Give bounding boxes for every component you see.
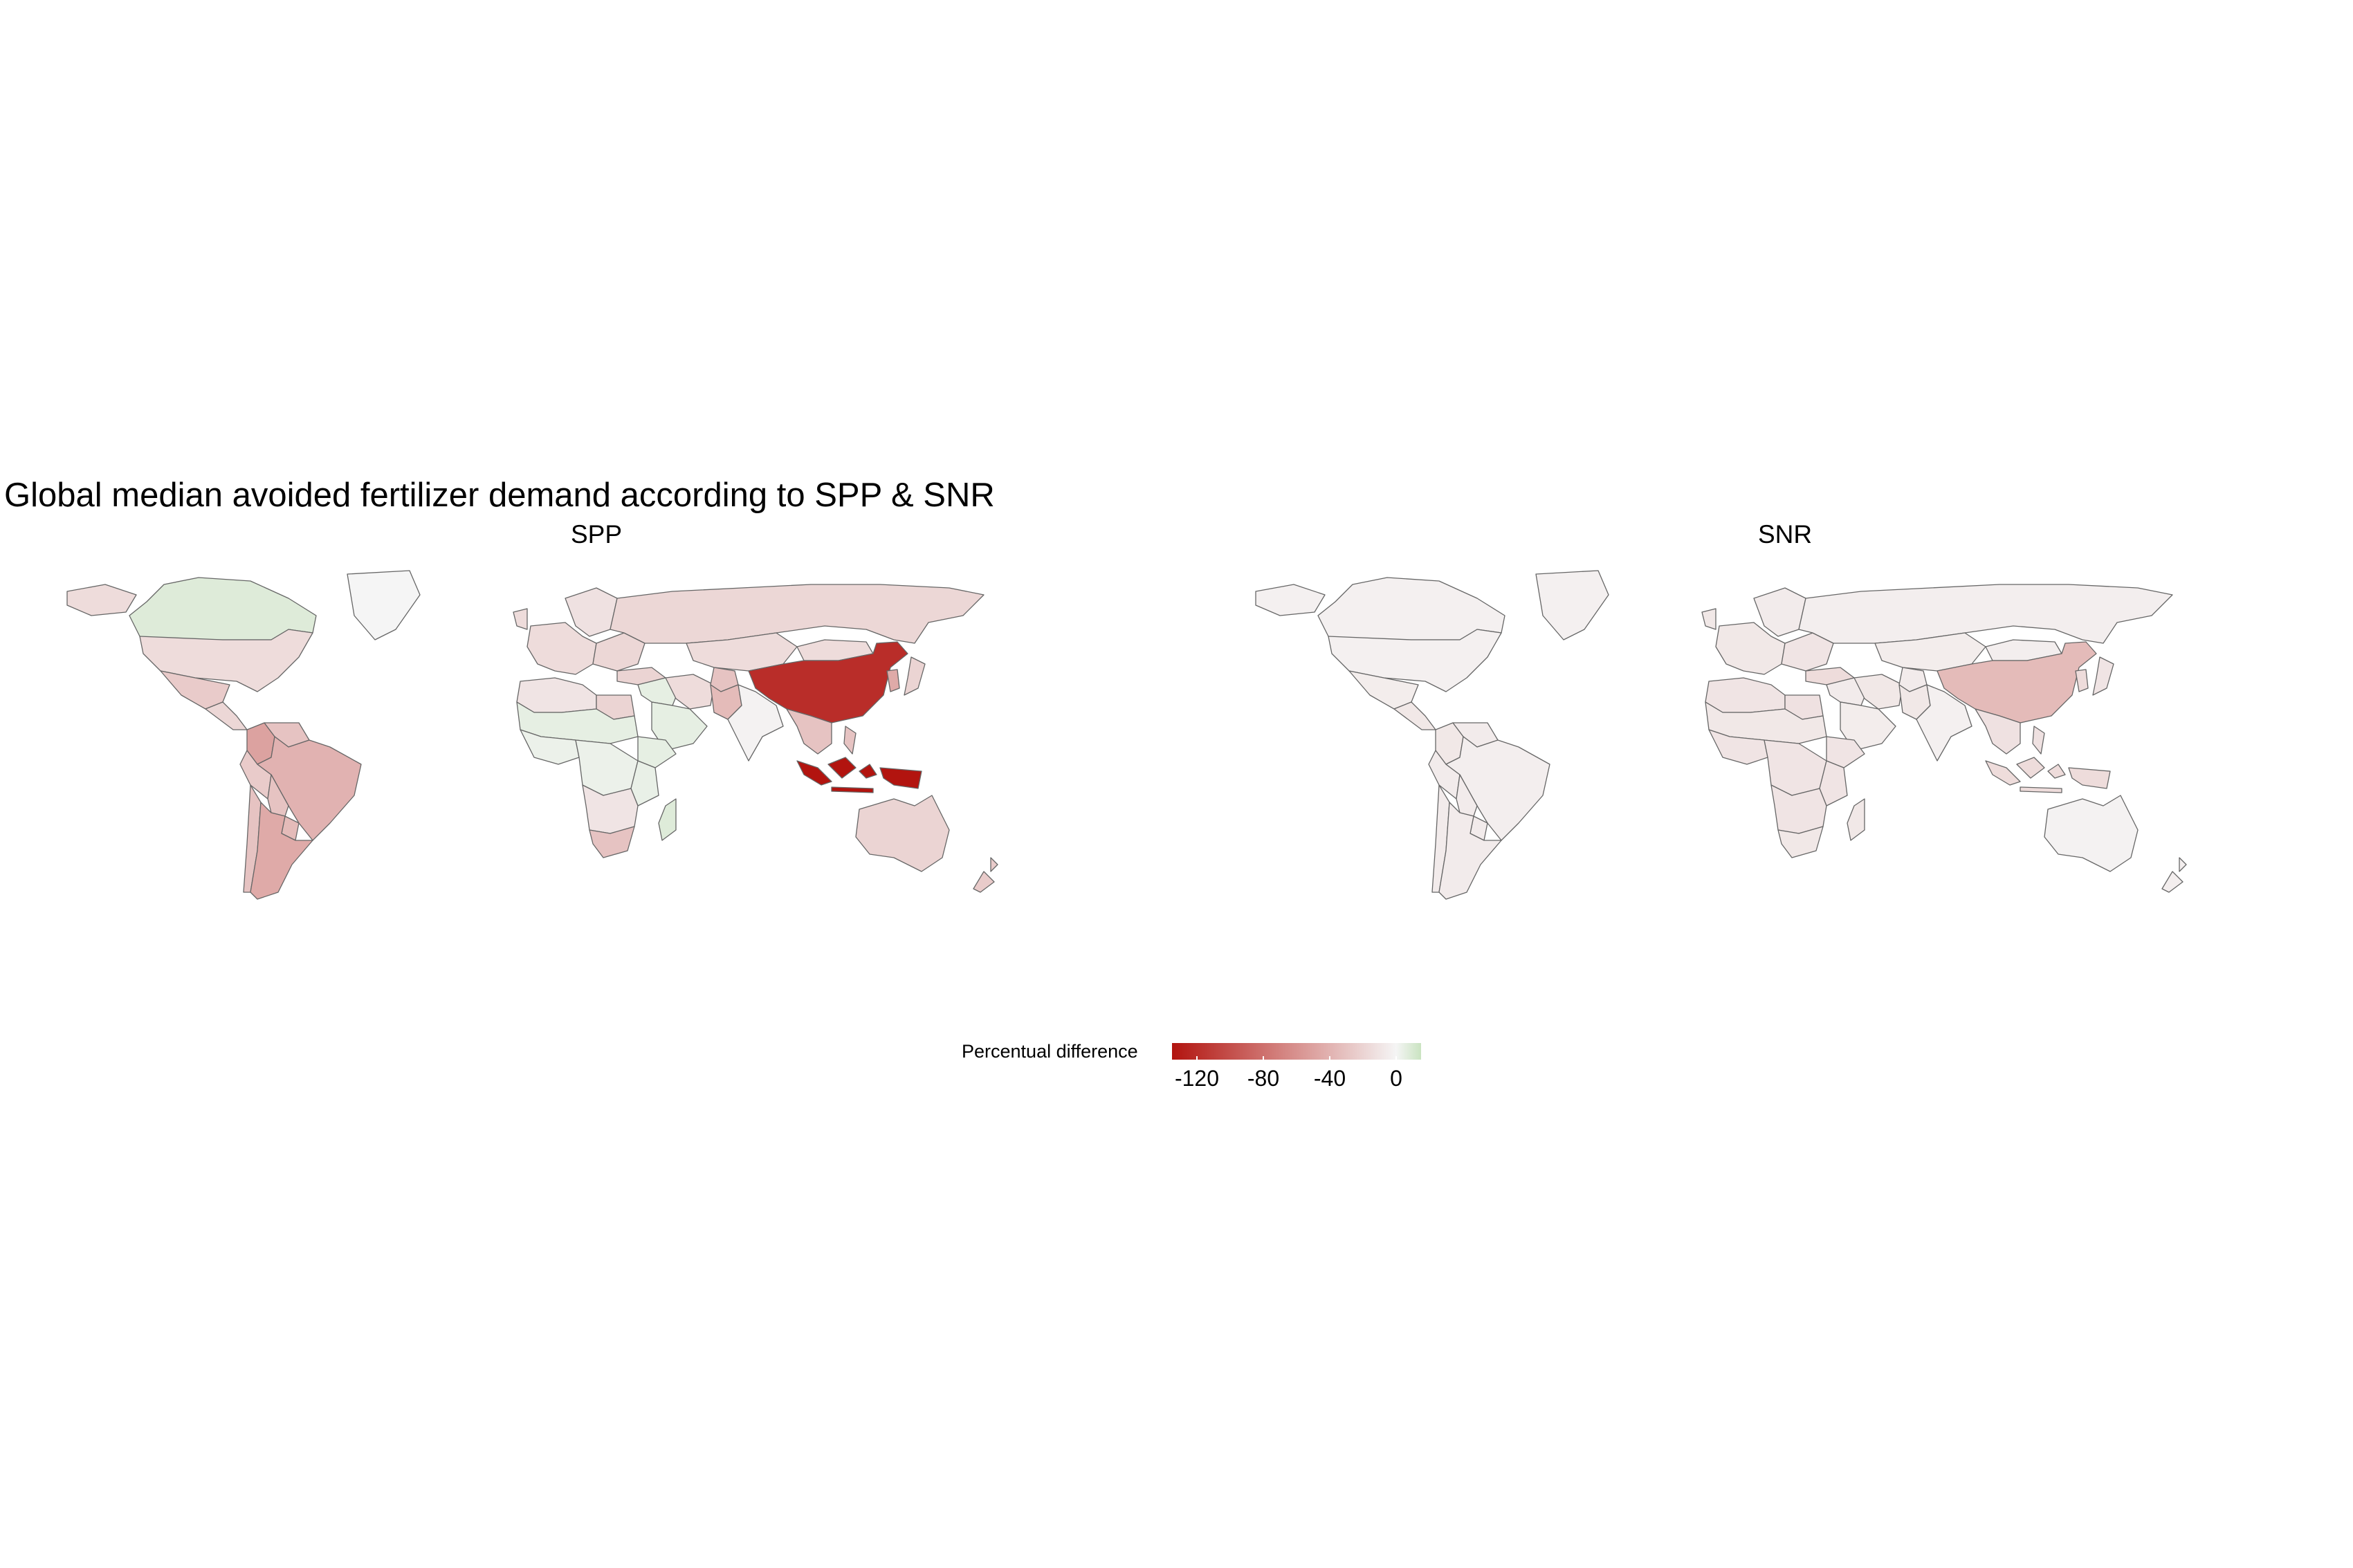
- region-ethiopia: [637, 736, 677, 768]
- region-argentina: [1438, 802, 1502, 900]
- region-japan: [904, 656, 926, 696]
- map-spp: [66, 570, 998, 900]
- legend-tick-mark: [1263, 1056, 1264, 1060]
- region-north-africa-west: [516, 677, 597, 713]
- region-australia: [2044, 795, 2139, 872]
- region-japan: [2092, 656, 2114, 696]
- region-china: [1937, 641, 2097, 723]
- region-east-africa: [1819, 760, 1848, 806]
- legend-title: Percentual difference: [962, 1041, 1138, 1062]
- legend-tick-label: -40: [1313, 1066, 1346, 1091]
- region-india: [727, 684, 784, 762]
- region-iran: [665, 674, 715, 710]
- region-madagascar: [658, 798, 677, 841]
- region-arabia: [1840, 701, 1896, 751]
- region-europe-west: [513, 608, 597, 675]
- region-bolivia: [1456, 774, 1478, 817]
- region-korea: [886, 669, 900, 692]
- region-korea: [2075, 669, 2089, 692]
- region-central-america: [205, 701, 248, 730]
- region-indonesia: [796, 757, 922, 793]
- region-north-africa-west: [1705, 677, 1786, 713]
- region-new-zealand: [973, 857, 998, 893]
- region-south-africa: [589, 826, 635, 858]
- region-brazil: [1445, 736, 1550, 841]
- panel-title-snr: SNR: [1757, 520, 1813, 548]
- region-china: [748, 641, 908, 723]
- region-argentina: [250, 802, 313, 900]
- region-east-africa: [630, 760, 659, 806]
- region-madagascar: [1847, 798, 1865, 841]
- chart-title: Global median avoided fertilizer demand …: [4, 477, 995, 514]
- region-southeast-asia: [1975, 708, 2045, 755]
- region-greenland: [347, 570, 421, 640]
- legend-tick-mark: [1196, 1056, 1198, 1060]
- region-arabia: [651, 701, 708, 751]
- region-ethiopia: [1826, 736, 1865, 768]
- legend-tick-label: 0: [1390, 1066, 1402, 1091]
- legend-tick-label: -120: [1174, 1066, 1220, 1091]
- region-south-africa: [1777, 826, 1824, 858]
- legend-tick-label: -80: [1247, 1066, 1280, 1091]
- region-europe-west: [1701, 608, 1786, 675]
- region-central-america: [1393, 701, 1436, 730]
- region-indonesia: [1985, 757, 2111, 793]
- region-brazil: [257, 736, 362, 841]
- region-greenland: [1535, 570, 1609, 640]
- region-india: [1916, 684, 1972, 762]
- region-southeast-asia: [786, 708, 857, 755]
- legend-colorbar: [1172, 1043, 1421, 1060]
- region-bolivia: [267, 774, 289, 817]
- region-russia: [1798, 584, 2173, 644]
- panel-title-spp: SPP: [570, 520, 623, 548]
- region-new-zealand: [2161, 857, 2187, 893]
- legend-tick-mark: [1395, 1056, 1397, 1060]
- region-iran: [1853, 674, 1903, 710]
- map-snr: [1255, 570, 2187, 900]
- region-russia: [610, 584, 985, 644]
- region-australia: [855, 795, 950, 872]
- legend-tick-mark: [1329, 1056, 1330, 1060]
